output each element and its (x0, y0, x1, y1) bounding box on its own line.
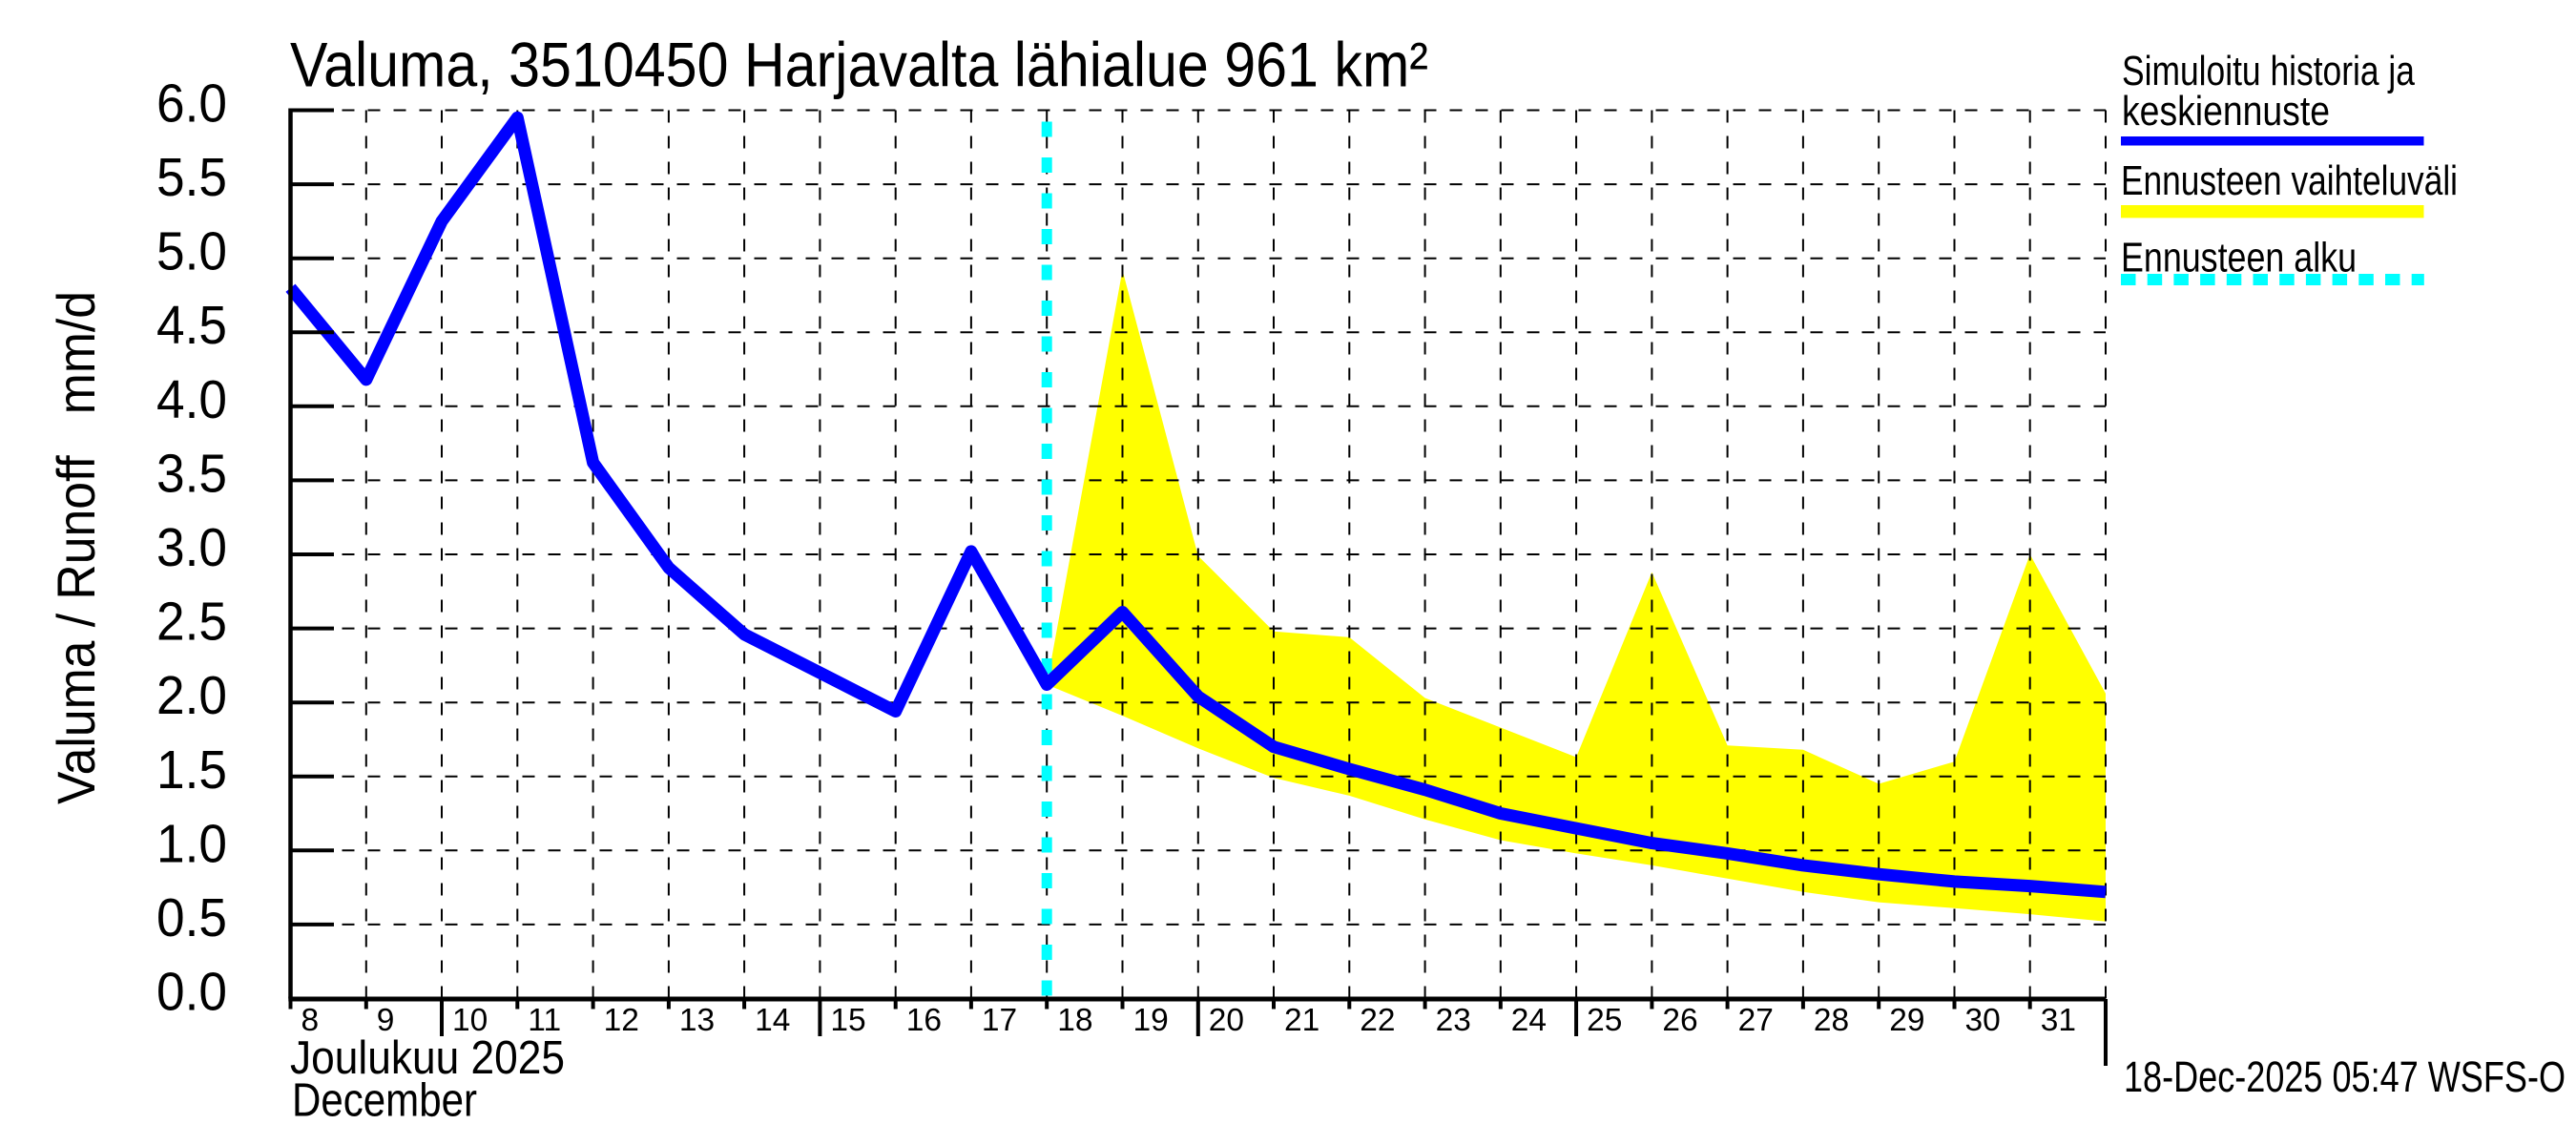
svg-text:12: 12 (604, 1003, 639, 1038)
svg-text:Valuma / Runoff mm/d: Valuma / Runoff mm/d (46, 291, 106, 804)
svg-text:23: 23 (1436, 1003, 1471, 1038)
svg-text:5.5: 5.5 (156, 147, 227, 208)
svg-text:4.5: 4.5 (156, 295, 227, 356)
svg-text:11: 11 (528, 1003, 561, 1038)
svg-text:keskiennuste: keskiennuste (2122, 89, 2330, 135)
svg-text:22: 22 (1360, 1003, 1395, 1038)
svg-text:2.0: 2.0 (156, 665, 227, 726)
svg-text:14: 14 (755, 1003, 790, 1038)
svg-text:25: 25 (1587, 1003, 1622, 1038)
svg-text:16: 16 (906, 1003, 942, 1038)
svg-text:30: 30 (1965, 1003, 2001, 1038)
svg-text:19: 19 (1133, 1003, 1169, 1038)
svg-text:0.5: 0.5 (156, 887, 227, 948)
svg-text:3.5: 3.5 (156, 443, 227, 504)
svg-text:Joulukuu 2025: Joulukuu 2025 (290, 1032, 565, 1084)
svg-text:18: 18 (1057, 1003, 1092, 1038)
svg-text:20: 20 (1209, 1003, 1244, 1038)
svg-text:26: 26 (1662, 1003, 1697, 1038)
svg-text:9: 9 (377, 1003, 395, 1038)
svg-text:24: 24 (1511, 1003, 1547, 1038)
svg-text:15: 15 (830, 1003, 865, 1038)
svg-text:31: 31 (2041, 1003, 2076, 1038)
svg-text:5.0: 5.0 (156, 221, 227, 282)
svg-text:Valuma, 3510450 Harjavalta läh: Valuma, 3510450 Harjavalta lähialue 961 … (290, 30, 1428, 100)
svg-text:28: 28 (1814, 1003, 1849, 1038)
svg-text:0.0: 0.0 (156, 962, 227, 1023)
svg-text:17: 17 (982, 1003, 1017, 1038)
svg-text:18-Dec-2025 05:47 WSFS-O: 18-Dec-2025 05:47 WSFS-O (2124, 1052, 2566, 1101)
svg-text:13: 13 (679, 1003, 715, 1038)
svg-text:21: 21 (1284, 1003, 1319, 1038)
svg-text:3.0: 3.0 (156, 517, 227, 578)
svg-text:8: 8 (301, 1003, 320, 1038)
svg-text:1.0: 1.0 (156, 813, 227, 874)
svg-text:27: 27 (1738, 1003, 1774, 1038)
svg-text:1.5: 1.5 (156, 739, 227, 801)
svg-text:Ennusteen vaihteluväli: Ennusteen vaihteluväli (2121, 158, 2458, 204)
svg-text:Simuloitu historia ja: Simuloitu historia ja (2122, 49, 2416, 94)
svg-text:4.0: 4.0 (156, 369, 227, 430)
svg-text:6.0: 6.0 (156, 73, 227, 135)
svg-text:2.5: 2.5 (156, 592, 227, 653)
svg-text:December: December (292, 1075, 477, 1127)
svg-text:29: 29 (1889, 1003, 1924, 1038)
svg-text:Ennusteen alku: Ennusteen alku (2121, 236, 2357, 281)
svg-text:10: 10 (452, 1003, 488, 1038)
